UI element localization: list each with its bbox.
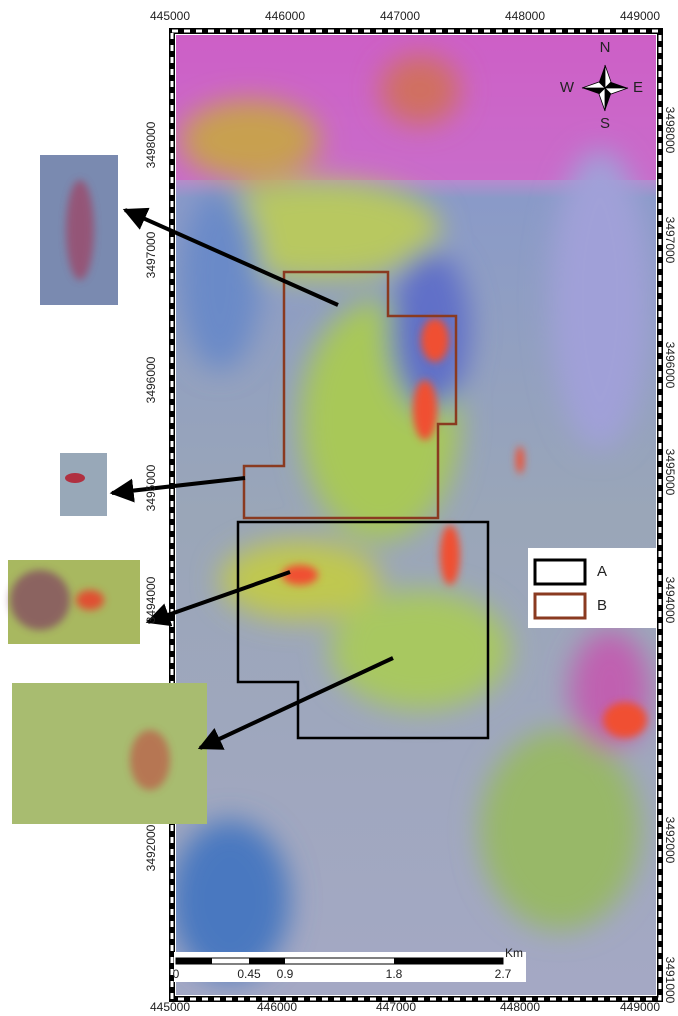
scale-label: 0.45 <box>237 967 261 981</box>
x-coordinate-label: 448000 <box>500 1000 540 1014</box>
scale-label: 0 <box>173 967 180 981</box>
area-a <box>236 520 490 740</box>
x-coordinate-label: 445000 <box>150 9 190 23</box>
satellite-image <box>176 35 656 995</box>
legend: A B <box>528 548 656 628</box>
compass-s: S <box>600 115 610 132</box>
y-coordinate-label: 3496000 <box>144 356 158 403</box>
x-coordinate-label: 446000 <box>265 9 305 23</box>
x-coordinate-label: 445000 <box>150 1000 190 1014</box>
area-b <box>242 270 458 520</box>
y-coordinate-label: 3498000 <box>144 121 158 168</box>
y-coordinate-label: 3492000 <box>663 817 677 864</box>
y-coordinate-label: 3497000 <box>663 217 677 264</box>
map-frame-ticks <box>170 29 662 1001</box>
compass-e: E <box>633 79 643 96</box>
legend-label: B <box>597 597 607 614</box>
scale-label: 1.8 <box>386 967 403 981</box>
x-coordinate-label: 449000 <box>620 1000 660 1014</box>
y-coordinate-label: 3498000 <box>663 107 677 154</box>
x-coordinate-label: 448000 <box>505 9 545 23</box>
x-coordinate-label: 449000 <box>620 9 660 23</box>
y-coordinate-label: 3491000 <box>663 957 677 1004</box>
legend-swatch-a <box>533 558 587 586</box>
x-coordinate-label: 446000 <box>257 1000 297 1014</box>
arrows <box>109 207 394 750</box>
y-coordinate-label: 3495000 <box>144 464 158 511</box>
y-coordinate-label: 3494000 <box>144 576 158 623</box>
scale-bar: 0 0.45 0.9 1.8 2.7 Km <box>173 946 526 982</box>
y-coordinate-label: 3495000 <box>663 449 677 496</box>
scale-label: 2.7 <box>495 967 512 981</box>
y-coordinate-label: 3492000 <box>144 824 158 871</box>
compass-n: N <box>600 39 611 56</box>
insets <box>8 155 207 824</box>
x-coordinate-label: 447000 <box>380 9 420 23</box>
scale-unit: Km <box>505 946 523 960</box>
y-coordinate-label: 3496000 <box>663 342 677 389</box>
y-coordinate-label: 3494000 <box>663 577 677 624</box>
x-coordinate-label: 447000 <box>376 1000 416 1014</box>
compass-w: W <box>560 79 575 96</box>
compass: N S W E <box>560 39 643 132</box>
legend-swatch-b <box>533 592 587 620</box>
legend-label: A <box>597 563 607 580</box>
y-coordinate-label: 3497000 <box>144 231 158 278</box>
scale-label: 0.9 <box>277 967 294 981</box>
